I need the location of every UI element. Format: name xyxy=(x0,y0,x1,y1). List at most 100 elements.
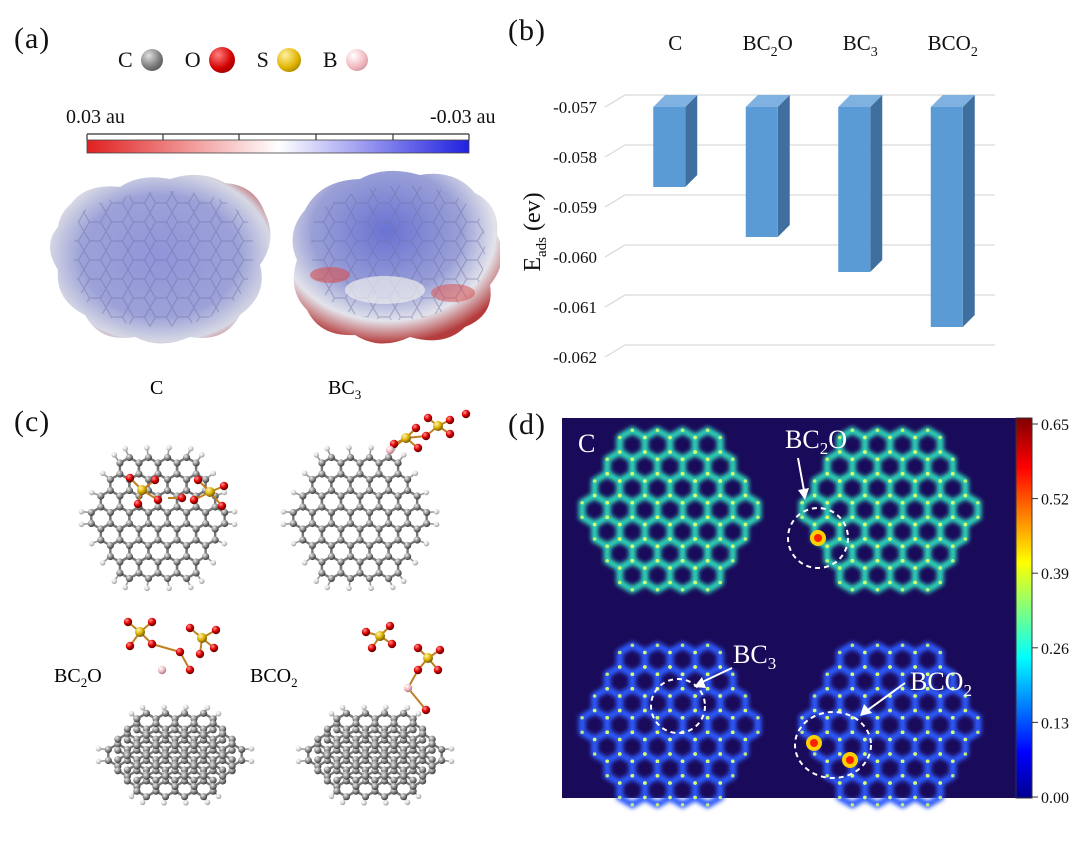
atom-density-peak xyxy=(693,479,697,483)
atom-density-peak xyxy=(730,515,735,520)
atom-density-peak xyxy=(875,587,880,592)
carbon-atom xyxy=(219,730,227,738)
category-label: BC2O xyxy=(743,31,793,60)
atom-density-peak xyxy=(592,737,597,742)
atom-density-peak xyxy=(913,522,917,527)
atom-density-peak xyxy=(888,708,892,713)
carbon-atom xyxy=(190,726,198,734)
density-label-bc2o-main: BC xyxy=(785,425,820,454)
atom-density-peak xyxy=(605,500,610,505)
esp-colorbar-right-label: -0.03 au xyxy=(430,106,496,128)
carbon-atom xyxy=(308,519,316,528)
arrow-bc3 xyxy=(697,667,733,685)
atom-density-peak xyxy=(630,457,635,462)
density-label-bco2-sub: 2 xyxy=(963,681,972,700)
atom-density-peak xyxy=(938,566,943,570)
oxygen-atom xyxy=(433,665,443,675)
y-axis-title-tail: (ev) xyxy=(520,192,546,237)
arrowheads xyxy=(694,488,872,716)
carbon-atom xyxy=(182,475,191,484)
atom-density-peak xyxy=(900,672,905,677)
hydrogen-atom xyxy=(144,444,150,451)
carbon-atom xyxy=(394,536,402,544)
atom-density-peak xyxy=(837,522,842,527)
carbon-atom xyxy=(299,536,307,544)
hydrogen-atom xyxy=(215,710,222,717)
carbon-atom xyxy=(171,782,179,791)
carbon-atom xyxy=(182,519,191,528)
carbon-atom xyxy=(337,459,345,467)
legend-item-s: S xyxy=(257,47,301,73)
atom-density-peak xyxy=(950,544,955,549)
atom-density-peak xyxy=(875,759,880,764)
density-label-bco2: BCO2 xyxy=(910,667,972,700)
carbon-atom xyxy=(346,519,355,528)
atom-density-peak xyxy=(617,566,622,570)
carbon-atom xyxy=(337,569,345,577)
hydrogen-atom xyxy=(368,444,374,451)
carbon-atom xyxy=(384,508,393,517)
carbon-atom xyxy=(192,558,200,566)
atom-density-peak xyxy=(630,773,635,778)
atom-density-peak xyxy=(875,457,880,462)
atom-density-peak xyxy=(680,686,685,691)
panel-label-a: (a) xyxy=(14,22,51,55)
atom-density-peak xyxy=(705,558,710,563)
atom-density-peak xyxy=(580,500,584,505)
hydrogen-atom xyxy=(368,585,374,592)
atom-density-peak xyxy=(875,802,880,807)
carbon-atom-sphere-icon xyxy=(140,49,163,71)
y-tick-label: -0.058 xyxy=(553,148,597,167)
atom-density-peak xyxy=(938,522,943,527)
oxygen-atom xyxy=(413,643,423,653)
carbon-atom xyxy=(390,776,398,784)
atom-density-peak xyxy=(693,737,697,742)
hydrogen-atom xyxy=(412,559,419,566)
carbon-atom xyxy=(116,459,124,467)
carbon-atom xyxy=(209,762,217,770)
atom-density-peak xyxy=(837,650,842,655)
oxygen-atom xyxy=(445,415,455,425)
carbon-atom xyxy=(323,777,331,785)
atom-density-peak xyxy=(900,457,905,462)
carbon-atom xyxy=(211,503,219,511)
carbon-atom xyxy=(190,776,198,784)
atom-density-peak xyxy=(705,773,710,778)
oxygen-atom xyxy=(185,665,195,675)
atom-density-peak xyxy=(963,708,968,713)
atom-density-peak xyxy=(812,479,817,483)
carbon-atom xyxy=(318,503,326,511)
atom-legend: C O S B xyxy=(118,47,368,73)
carbon-atom xyxy=(144,475,153,484)
carbon-atom xyxy=(361,731,370,739)
atom-density-peak xyxy=(705,759,710,764)
atom-density-peak xyxy=(617,493,622,498)
structure-label-bc2o-main: BC xyxy=(54,665,81,687)
bar-top xyxy=(838,95,883,107)
hydrogen-atom xyxy=(415,710,422,717)
atom-density-peak xyxy=(913,435,917,440)
atom-density-peak xyxy=(950,500,955,505)
carbon-atom xyxy=(404,519,412,528)
carbon-atom xyxy=(327,519,336,528)
atom-density-peak xyxy=(925,802,930,807)
carbon-atom xyxy=(352,719,360,728)
bar-front xyxy=(930,107,963,327)
atom-density-peak xyxy=(913,580,917,585)
atom-density-peak xyxy=(825,715,830,720)
atom-density-peak xyxy=(605,773,610,778)
hydrogen-atom xyxy=(144,585,150,592)
atom-density-peak xyxy=(655,457,660,462)
atom-density-peak xyxy=(863,781,867,785)
hydrogen-atom xyxy=(198,452,205,458)
atom-density-peak xyxy=(718,493,723,498)
atom-density-peak xyxy=(680,587,685,592)
atom-density-peak xyxy=(643,708,647,713)
hydrogen-atom xyxy=(188,445,194,452)
carbon-atom xyxy=(142,709,151,717)
carbon-atom xyxy=(337,492,345,500)
atom-density-peak xyxy=(888,580,892,585)
carbon-atom xyxy=(342,772,351,780)
hydrogen-atom xyxy=(221,540,228,547)
category-label-tail: O xyxy=(778,31,793,55)
